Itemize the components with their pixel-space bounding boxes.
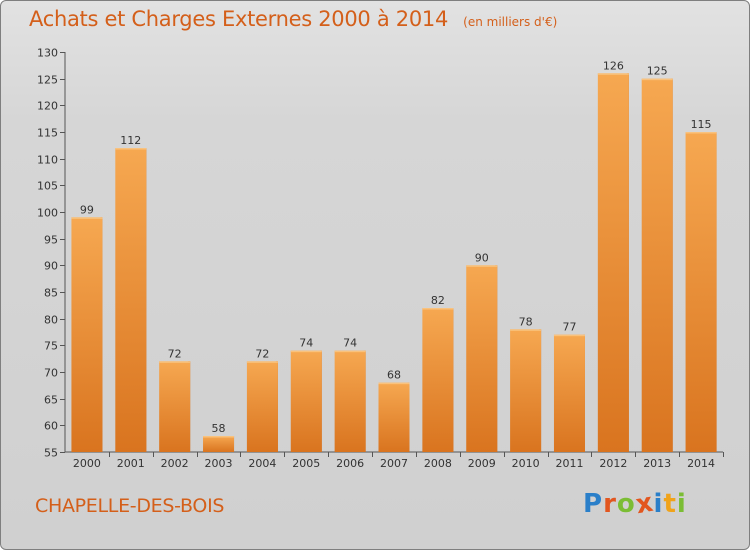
logo-letter: t bbox=[663, 489, 677, 519]
bar-top-highlight bbox=[159, 361, 191, 363]
bar-top-highlight bbox=[510, 329, 542, 331]
x-tick-label: 2011 bbox=[555, 457, 583, 470]
x-tick-label: 2012 bbox=[599, 457, 627, 470]
bar-top-highlight bbox=[71, 217, 103, 219]
bar bbox=[553, 334, 585, 452]
x-tick-label: 2002 bbox=[161, 457, 189, 470]
logo-letter: P bbox=[583, 489, 604, 519]
bar bbox=[290, 350, 322, 452]
bar-value-label: 74 bbox=[343, 337, 357, 350]
bar-value-label: 68 bbox=[387, 369, 401, 382]
bar-top-highlight bbox=[203, 436, 235, 438]
y-tick-label: 55 bbox=[44, 447, 58, 460]
x-tick-label: 2010 bbox=[512, 457, 540, 470]
x-tick-label: 2009 bbox=[468, 457, 496, 470]
bar-value-label: 125 bbox=[647, 65, 668, 78]
x-tick-label: 2014 bbox=[687, 457, 715, 470]
logo-letter: r bbox=[603, 489, 617, 519]
y-tick-label: 95 bbox=[44, 234, 58, 247]
x-tick-label: 2006 bbox=[336, 457, 364, 470]
logo-letter: o bbox=[616, 489, 636, 519]
town-name: CHAPELLE-DES-BOIS bbox=[35, 495, 225, 517]
bar bbox=[246, 361, 278, 452]
bar bbox=[466, 265, 498, 452]
bar bbox=[115, 148, 147, 452]
bar-value-label: 72 bbox=[168, 347, 182, 360]
y-tick-label: 85 bbox=[44, 287, 58, 300]
y-tick-label: 120 bbox=[37, 100, 58, 113]
logo-letter: i bbox=[676, 489, 687, 519]
bar-top-highlight bbox=[422, 308, 454, 310]
y-tick-label: 90 bbox=[44, 260, 58, 273]
bar-value-label: 112 bbox=[120, 134, 141, 147]
chart-subtitle: (en milliers d'€) bbox=[463, 15, 558, 29]
y-tick-label: 110 bbox=[37, 154, 58, 167]
bars: 99 112 72 58 72 74 74 68 82 90 78 77 126 125 115 bbox=[71, 59, 717, 453]
bar-value-label: 78 bbox=[519, 315, 533, 328]
bar bbox=[203, 436, 235, 452]
bar-top-highlight bbox=[246, 361, 278, 363]
bar-value-label: 115 bbox=[691, 118, 712, 131]
y-tick-label: 130 bbox=[37, 47, 58, 60]
x-tick-label: 2004 bbox=[248, 457, 276, 470]
y-tick-label: 75 bbox=[44, 340, 58, 353]
proxiti-logo: Proxiti bbox=[583, 488, 687, 521]
y-tick-label: 125 bbox=[37, 74, 58, 87]
bar-top-highlight bbox=[685, 132, 717, 134]
bar bbox=[510, 329, 542, 452]
bar-top-highlight bbox=[378, 382, 410, 385]
x-tick-label: 2013 bbox=[643, 457, 671, 470]
bar bbox=[641, 78, 673, 453]
y-tick-label: 70 bbox=[44, 367, 58, 380]
y-tick-label: 60 bbox=[44, 420, 58, 433]
x-tick-label: 2007 bbox=[380, 457, 408, 470]
bar bbox=[378, 382, 410, 452]
bar-top-highlight bbox=[553, 334, 585, 337]
bar-value-label: 72 bbox=[255, 347, 269, 360]
x-tick-label: 2008 bbox=[424, 457, 452, 470]
x-tick-label: 2005 bbox=[292, 457, 320, 470]
bar-value-label: 77 bbox=[562, 321, 576, 334]
bar-value-label: 82 bbox=[431, 294, 445, 307]
bar bbox=[159, 361, 191, 452]
bar-top-highlight bbox=[334, 350, 366, 353]
x-tick-label: 2003 bbox=[205, 457, 233, 470]
axes: 55 60 65 70 75 80 85 90 95 100 105 110 115 120 125 130 2… bbox=[37, 47, 724, 470]
bar-value-label: 74 bbox=[299, 337, 313, 350]
bar bbox=[597, 73, 629, 452]
bar bbox=[334, 350, 366, 452]
title-row: Achats et Charges Externes 2000 à 2014 (… bbox=[29, 7, 557, 31]
bar-top-highlight bbox=[641, 78, 673, 81]
bar-value-label: 58 bbox=[212, 422, 226, 435]
bar-value-label: 90 bbox=[475, 251, 489, 264]
bar bbox=[685, 132, 717, 452]
bar-value-label: 126 bbox=[603, 59, 624, 72]
y-tick-label: 100 bbox=[37, 207, 58, 220]
bar-top-highlight bbox=[290, 350, 322, 353]
bar bbox=[422, 308, 454, 452]
bar-top-highlight bbox=[466, 265, 498, 267]
bar-top-highlight bbox=[597, 73, 629, 75]
bar-top-highlight bbox=[115, 148, 147, 150]
bar-value-label: 99 bbox=[80, 203, 94, 216]
bar bbox=[71, 217, 103, 452]
x-tick-label: 2001 bbox=[117, 457, 145, 470]
y-tick-label: 65 bbox=[44, 394, 58, 407]
y-tick-label: 80 bbox=[44, 314, 58, 327]
x-tick-label: 2000 bbox=[73, 457, 101, 470]
y-tick-label: 115 bbox=[37, 127, 58, 140]
chart-title: Achats et Charges Externes 2000 à 2014 bbox=[29, 7, 449, 31]
y-tick-label: 105 bbox=[37, 180, 58, 193]
logo-letter: i bbox=[653, 489, 664, 519]
